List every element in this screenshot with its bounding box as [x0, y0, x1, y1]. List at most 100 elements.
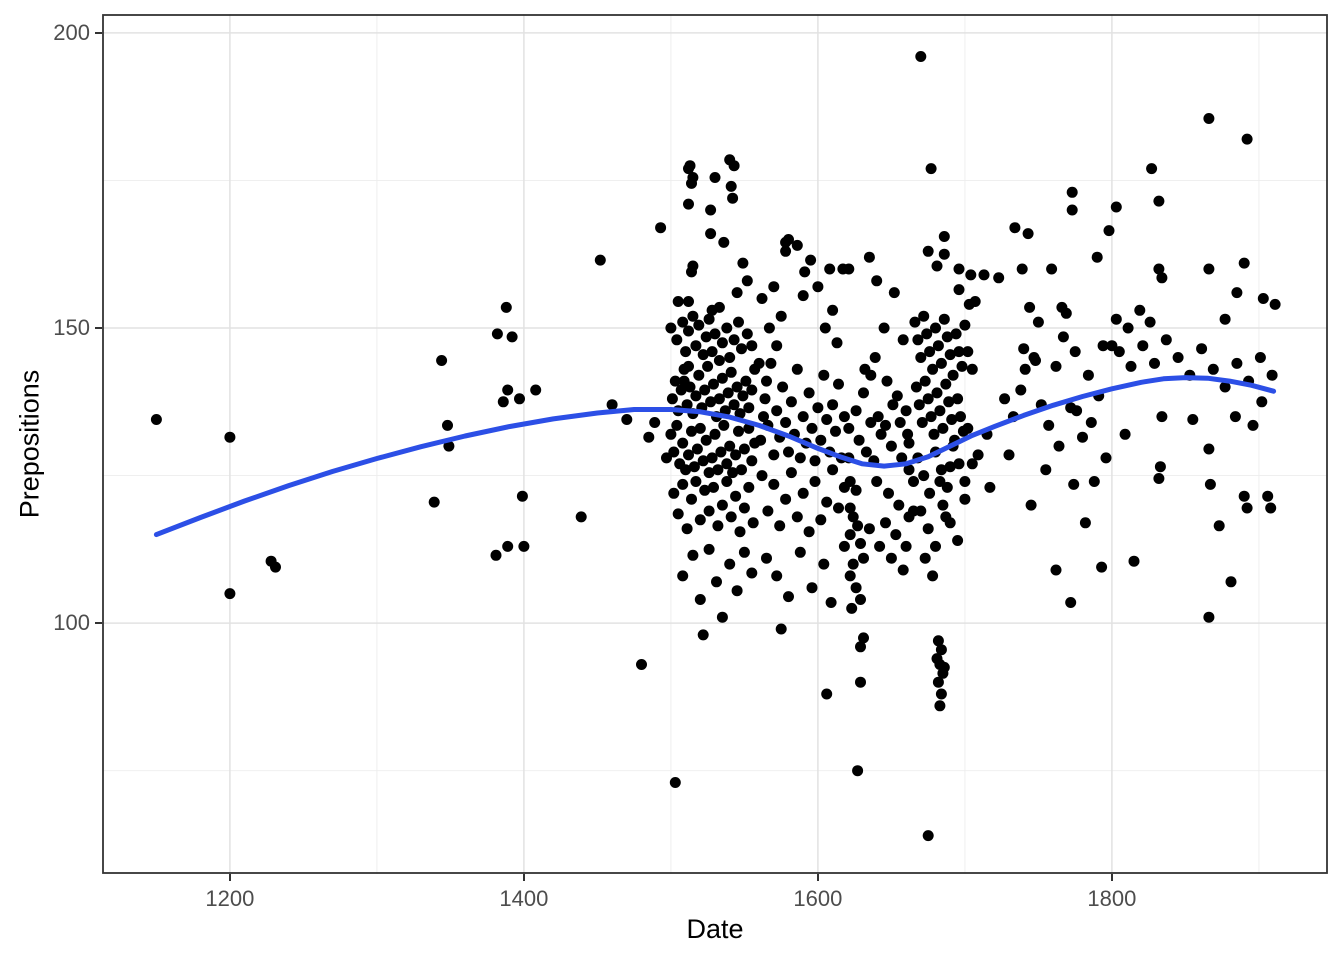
- data-point: [761, 375, 772, 387]
- data-point: [636, 659, 647, 670]
- data-point: [708, 481, 719, 493]
- data-point: [668, 446, 680, 458]
- data-point: [768, 449, 780, 461]
- data-point: [1043, 419, 1055, 431]
- data-point: [931, 260, 943, 272]
- data-point: [681, 399, 693, 411]
- data-point: [1088, 476, 1100, 487]
- x-tick-label: 1600: [793, 886, 843, 911]
- data-point: [1032, 316, 1044, 328]
- data-point: [680, 346, 692, 358]
- data-point: [731, 585, 743, 597]
- data-point: [491, 328, 503, 340]
- data-point: [725, 511, 737, 523]
- data-point: [922, 523, 934, 535]
- data-point: [871, 476, 883, 487]
- data-point: [722, 387, 734, 399]
- data-point: [865, 417, 877, 428]
- plot-canvas: [102, 14, 1328, 874]
- data-point: [736, 343, 747, 355]
- data-point: [1122, 322, 1134, 334]
- data-point: [665, 428, 677, 440]
- data-point: [821, 414, 833, 425]
- data-point: [934, 476, 946, 487]
- data-point: [1069, 346, 1081, 358]
- data-point: [938, 231, 950, 242]
- data-point: [1066, 186, 1078, 198]
- data-point: [1156, 411, 1168, 423]
- data-point: [883, 487, 894, 499]
- data-point: [847, 558, 859, 570]
- data-point: [865, 369, 877, 381]
- data-point: [428, 496, 440, 508]
- data-point: [502, 540, 514, 552]
- data-point: [947, 369, 959, 381]
- data-point: [815, 514, 827, 526]
- data-point: [827, 304, 839, 316]
- data-point: [594, 254, 606, 266]
- data-point: [827, 464, 839, 476]
- data-point: [918, 470, 930, 482]
- data-point: [855, 594, 866, 605]
- x-tick-label: 1800: [1087, 886, 1137, 911]
- data-point: [959, 319, 971, 331]
- data-point: [875, 428, 887, 440]
- data-point: [1225, 576, 1237, 588]
- data-point: [683, 198, 694, 210]
- data-point: [858, 552, 869, 564]
- data-point: [763, 322, 775, 334]
- data-point: [708, 378, 719, 390]
- data-point: [897, 564, 909, 576]
- data-point: [872, 411, 884, 423]
- data-point: [908, 476, 919, 487]
- data-point: [727, 467, 739, 479]
- y-axis-title: Prepositions: [14, 369, 45, 519]
- data-point: [706, 346, 718, 358]
- data-point: [794, 546, 806, 558]
- data-point: [705, 228, 717, 240]
- data-point: [1065, 597, 1077, 608]
- data-point: [962, 422, 974, 434]
- data-point: [442, 419, 453, 431]
- data-point: [1134, 304, 1146, 316]
- data-point: [1009, 222, 1021, 234]
- data-point: [910, 381, 922, 393]
- data-point: [855, 538, 866, 549]
- data-point: [1153, 473, 1165, 484]
- data-point: [941, 481, 953, 493]
- data-point: [924, 346, 936, 358]
- data-point: [1030, 355, 1041, 366]
- data-point: [830, 425, 841, 437]
- data-point: [1229, 411, 1241, 423]
- data-point: [1125, 360, 1137, 372]
- data-point: [758, 411, 769, 423]
- x-tick-mark: [228, 874, 231, 881]
- data-point: [978, 269, 990, 281]
- data-point: [922, 830, 934, 842]
- data-point: [771, 340, 783, 352]
- data-point: [932, 635, 944, 647]
- data-point: [649, 417, 661, 428]
- data-point: [699, 384, 711, 396]
- data-point: [514, 393, 525, 405]
- data-point: [959, 493, 971, 505]
- data-point: [1016, 263, 1028, 275]
- data-point: [855, 641, 866, 653]
- y-tick-mark: [95, 327, 102, 329]
- data-point: [937, 422, 949, 434]
- data-point: [1144, 316, 1156, 328]
- data-point: [855, 676, 866, 688]
- data-point: [930, 322, 941, 334]
- data-point: [894, 417, 906, 428]
- data-point: [734, 526, 746, 538]
- data-point: [887, 399, 899, 411]
- data-point: [666, 393, 678, 405]
- data-point: [874, 540, 886, 552]
- data-point: [850, 582, 862, 594]
- data-point: [934, 405, 946, 417]
- data-point: [1103, 225, 1115, 237]
- data-point: [999, 393, 1011, 405]
- data-point: [1203, 263, 1215, 275]
- data-point: [755, 434, 767, 446]
- data-point: [919, 375, 931, 387]
